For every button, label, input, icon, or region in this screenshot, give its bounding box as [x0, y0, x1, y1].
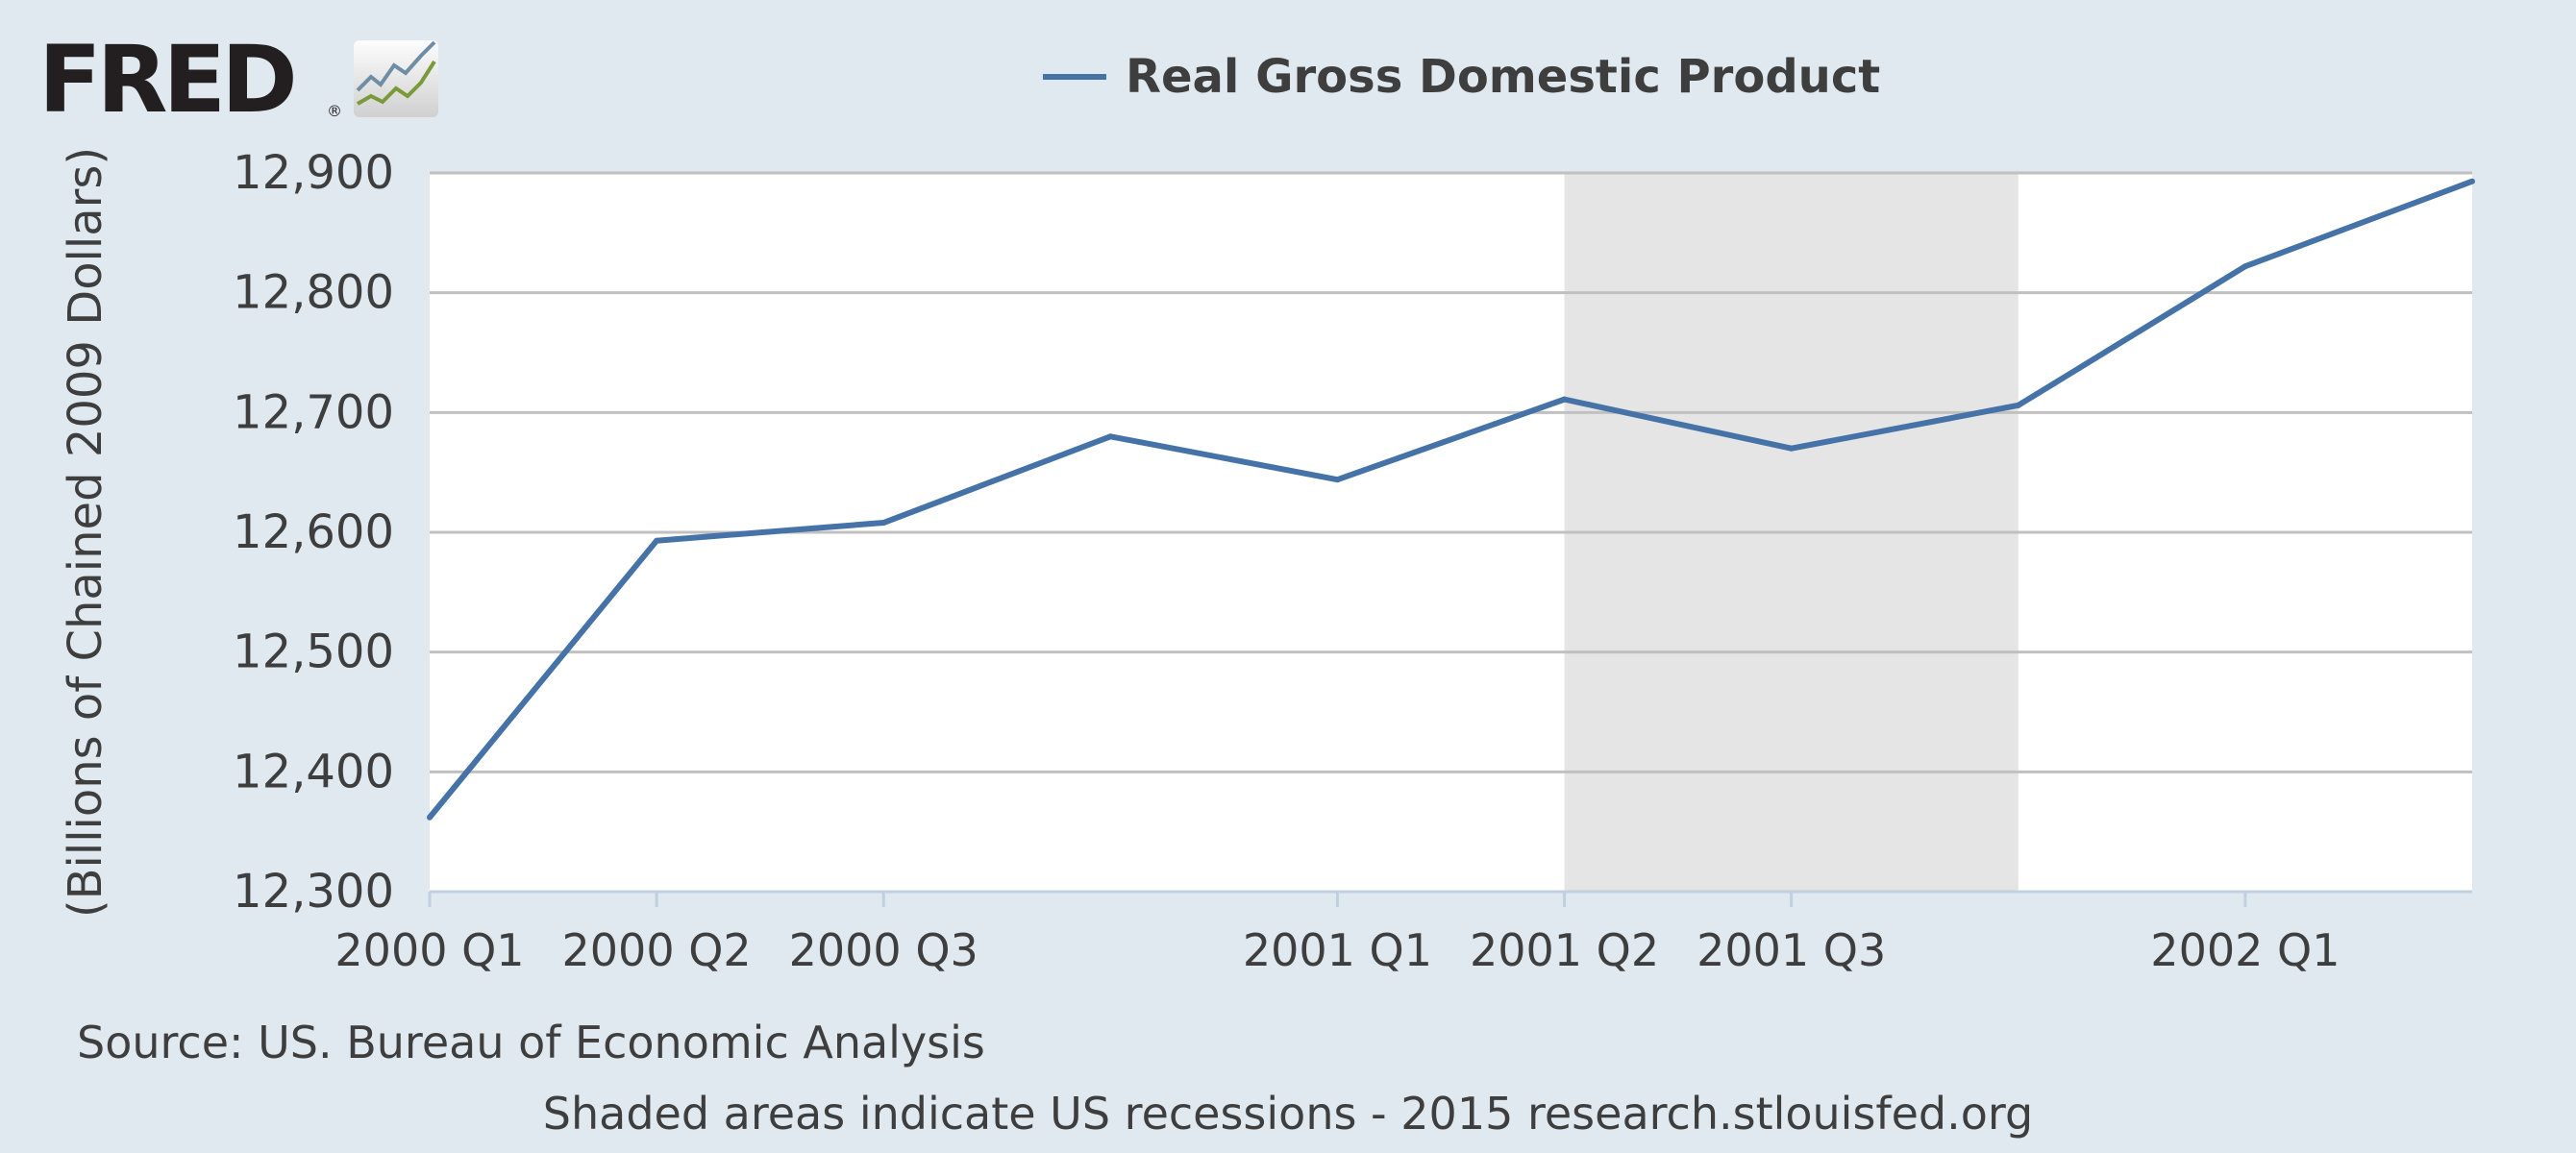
- registered-mark: ®: [327, 102, 342, 120]
- source-text: Source: US. Bureau of Economic Analysis: [77, 1017, 985, 1068]
- data-point: [1788, 445, 1795, 452]
- y-tick-label: 12,700: [233, 385, 394, 439]
- data-point: [2469, 178, 2475, 184]
- data-point: [1561, 396, 1568, 403]
- x-tick-label: 2000 Q1: [334, 924, 524, 976]
- legend-swatch: [1043, 74, 1106, 80]
- y-tick-label: 12,300: [233, 865, 394, 919]
- chart-icon: [354, 40, 438, 117]
- x-tick-label: 2000 Q2: [562, 924, 752, 976]
- data-point: [880, 520, 887, 527]
- y-tick-label: 12,600: [233, 505, 394, 559]
- logo-text: FRED: [38, 26, 298, 134]
- x-tick-label: 2001 Q3: [1697, 924, 1886, 976]
- series-line: [427, 178, 2474, 820]
- x-tick-label: 2000 Q3: [789, 924, 978, 976]
- y-tick-label: 12,800: [233, 266, 394, 320]
- y-axis-label: (Billions of Chained 2009 Dollars): [59, 147, 112, 918]
- x-tick-label: 2001 Q1: [1243, 924, 1432, 976]
- data-point: [1334, 477, 1341, 483]
- legend: Real Gross Domestic Product: [1043, 48, 1880, 106]
- recession-note: Shaded areas indicate US recessions - 20…: [542, 1088, 2034, 1140]
- data-point: [654, 537, 660, 544]
- data-point: [1107, 433, 1114, 440]
- data-point: [427, 814, 433, 821]
- x-tick-label: 2001 Q2: [1470, 924, 1659, 976]
- y-tick-label: 12,500: [233, 626, 394, 679]
- line-chart: 12,300 12,400 12,500 12,600 12,700 12,800 12,9…: [59, 146, 2475, 976]
- legend-label: Real Gross Domestic Product: [1126, 50, 1881, 104]
- x-axis: 2000 Q1 2000 Q2 2000 Q3 2001 Q1 2001 Q2 2001 …: [334, 890, 2472, 976]
- x-tick-label: 2002 Q1: [2150, 924, 2340, 976]
- data-point: [2242, 263, 2248, 270]
- data-point: [2015, 402, 2021, 408]
- data-points: [427, 178, 2475, 821]
- fred-logo[interactable]: FRED ®: [38, 26, 442, 134]
- y-tick-label: 12,400: [233, 745, 394, 798]
- y-tick-labels: 12,300 12,400 12,500 12,600 12,700 12,800 12,9…: [233, 146, 394, 919]
- y-tick-label: 12,900: [233, 146, 394, 200]
- gridlines: [430, 171, 2472, 773]
